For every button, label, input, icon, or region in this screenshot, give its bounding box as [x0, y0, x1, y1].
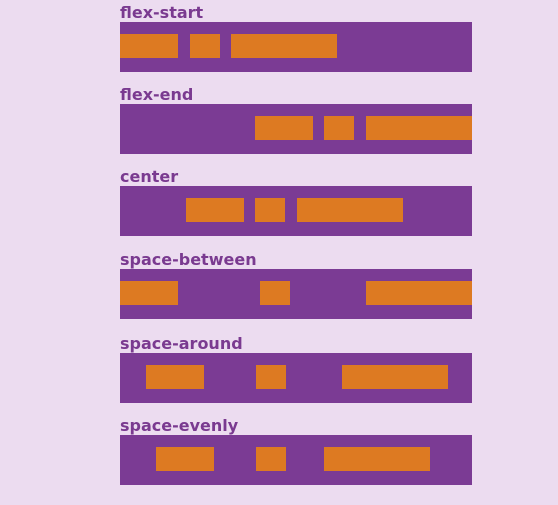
flex-item-3 [366, 281, 472, 305]
flex-item-2 [256, 447, 286, 471]
flex-item-2 [260, 281, 290, 305]
flex-item-1 [156, 447, 214, 471]
flex-item-1 [120, 34, 178, 58]
space-evenly-container [120, 435, 472, 485]
flex-item-3 [366, 116, 472, 140]
flex-end-section: flex-end [120, 85, 472, 154]
space-evenly-section: space-evenly [120, 416, 472, 485]
flex-item-1 [120, 281, 178, 305]
flex-item-3 [231, 34, 337, 58]
flex-item-1 [186, 198, 244, 222]
flex-item-1 [255, 116, 313, 140]
flex-item-2 [255, 198, 285, 222]
space-evenly-label: space-evenly [120, 416, 239, 435]
center-section: center [120, 167, 472, 236]
center-container [120, 186, 472, 236]
flex-start-label: flex-start [120, 3, 204, 22]
space-around-section: space-around [120, 334, 472, 403]
flex-start-container [120, 22, 472, 72]
space-between-container [120, 269, 472, 319]
flex-item-1 [146, 365, 204, 389]
flex-item-2 [190, 34, 220, 58]
flex-item-3 [297, 198, 403, 222]
center-label: center [120, 167, 179, 186]
space-between-section: space-between [120, 250, 472, 319]
flex-item-3 [342, 365, 448, 389]
flex-item-3 [324, 447, 430, 471]
space-between-label: space-between [120, 250, 257, 269]
space-around-label: space-around [120, 334, 243, 353]
flex-item-2 [256, 365, 286, 389]
flex-end-container [120, 104, 472, 154]
space-around-container [120, 353, 472, 403]
flex-end-label: flex-end [120, 85, 194, 104]
flex-item-2 [324, 116, 354, 140]
flex-start-section: flex-start [120, 3, 472, 72]
